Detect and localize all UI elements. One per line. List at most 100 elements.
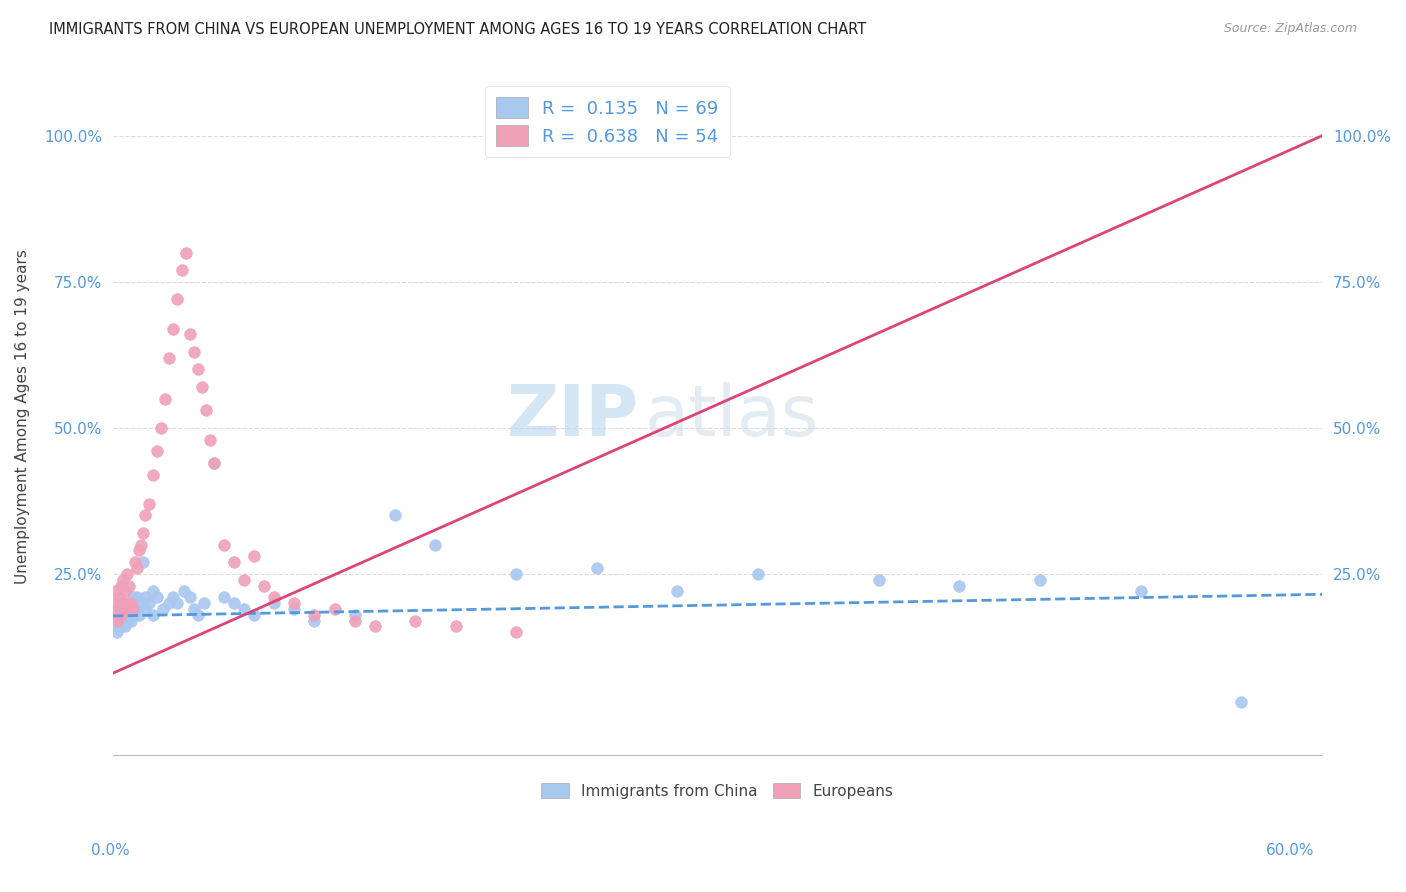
Point bbox=[122, 602, 145, 616]
Point bbox=[1230, 695, 1253, 709]
Point bbox=[142, 467, 165, 482]
Point bbox=[505, 566, 527, 581]
Point bbox=[120, 596, 142, 610]
Point bbox=[179, 327, 201, 342]
Point bbox=[128, 543, 150, 558]
Point bbox=[157, 596, 180, 610]
Point bbox=[193, 596, 215, 610]
Point bbox=[105, 596, 128, 610]
Point bbox=[233, 602, 256, 616]
Point bbox=[104, 584, 127, 599]
Point bbox=[120, 614, 142, 628]
Point bbox=[108, 602, 131, 616]
Point bbox=[868, 573, 890, 587]
Point bbox=[222, 555, 245, 569]
Point bbox=[118, 578, 141, 592]
Point bbox=[444, 619, 467, 633]
Point bbox=[122, 596, 145, 610]
Point bbox=[108, 602, 131, 616]
Point bbox=[127, 602, 149, 616]
Point bbox=[747, 566, 769, 581]
Point bbox=[948, 578, 970, 592]
Point bbox=[122, 591, 145, 605]
Point bbox=[118, 596, 141, 610]
Point bbox=[114, 584, 136, 599]
Point bbox=[194, 403, 217, 417]
Point bbox=[666, 584, 689, 599]
Point bbox=[187, 362, 209, 376]
Point bbox=[105, 614, 128, 628]
Point bbox=[104, 607, 127, 622]
Point bbox=[202, 456, 225, 470]
Point bbox=[112, 614, 135, 628]
Legend: Immigrants from China, Europeans: Immigrants from China, Europeans bbox=[536, 777, 900, 805]
Point bbox=[104, 614, 127, 628]
Point bbox=[142, 584, 165, 599]
Point bbox=[108, 614, 131, 628]
Point bbox=[104, 619, 127, 633]
Point bbox=[127, 561, 149, 575]
Point bbox=[114, 596, 136, 610]
Point bbox=[112, 607, 135, 622]
Point bbox=[1029, 573, 1052, 587]
Point bbox=[110, 607, 132, 622]
Point bbox=[112, 602, 135, 616]
Point bbox=[110, 596, 132, 610]
Point bbox=[134, 591, 156, 605]
Point bbox=[120, 602, 142, 616]
Point bbox=[129, 538, 152, 552]
Point bbox=[115, 566, 138, 581]
Point bbox=[243, 549, 266, 564]
Point bbox=[198, 433, 221, 447]
Point bbox=[166, 293, 188, 307]
Point bbox=[404, 614, 426, 628]
Point bbox=[138, 497, 160, 511]
Point bbox=[243, 607, 266, 622]
Point bbox=[222, 596, 245, 610]
Point bbox=[212, 591, 235, 605]
Point bbox=[134, 602, 156, 616]
Point bbox=[183, 602, 205, 616]
Point bbox=[323, 602, 346, 616]
Point bbox=[304, 614, 326, 628]
Point bbox=[114, 619, 136, 633]
Point bbox=[343, 607, 366, 622]
Point bbox=[343, 614, 366, 628]
Point bbox=[585, 561, 607, 575]
Point bbox=[105, 607, 128, 622]
Point bbox=[202, 456, 225, 470]
Point bbox=[183, 345, 205, 359]
Point bbox=[304, 607, 326, 622]
Point bbox=[108, 619, 131, 633]
Point bbox=[425, 538, 447, 552]
Y-axis label: Unemployment Among Ages 16 to 19 years: Unemployment Among Ages 16 to 19 years bbox=[15, 249, 30, 583]
Point bbox=[142, 607, 165, 622]
Point bbox=[108, 591, 131, 605]
Point bbox=[283, 602, 305, 616]
Text: atlas: atlas bbox=[645, 382, 820, 450]
Point bbox=[105, 614, 128, 628]
Point bbox=[384, 508, 406, 523]
Point bbox=[112, 596, 135, 610]
Point bbox=[115, 614, 138, 628]
Point bbox=[364, 619, 387, 633]
Point bbox=[155, 392, 177, 406]
Point bbox=[263, 596, 285, 610]
Point bbox=[108, 607, 131, 622]
Text: Source: ZipAtlas.com: Source: ZipAtlas.com bbox=[1223, 22, 1357, 36]
Point bbox=[150, 421, 173, 435]
Point bbox=[253, 578, 276, 592]
Point bbox=[1129, 584, 1152, 599]
Text: ZIP: ZIP bbox=[506, 382, 638, 450]
Point bbox=[162, 591, 184, 605]
Point bbox=[115, 602, 138, 616]
Point bbox=[129, 596, 152, 610]
Point bbox=[134, 508, 156, 523]
Point bbox=[114, 607, 136, 622]
Text: 60.0%: 60.0% bbox=[1267, 843, 1315, 858]
Point bbox=[105, 602, 128, 616]
Point bbox=[179, 591, 201, 605]
Text: IMMIGRANTS FROM CHINA VS EUROPEAN UNEMPLOYMENT AMONG AGES 16 TO 19 YEARS CORRELA: IMMIGRANTS FROM CHINA VS EUROPEAN UNEMPL… bbox=[49, 22, 866, 37]
Point bbox=[585, 140, 607, 154]
Point bbox=[152, 602, 174, 616]
